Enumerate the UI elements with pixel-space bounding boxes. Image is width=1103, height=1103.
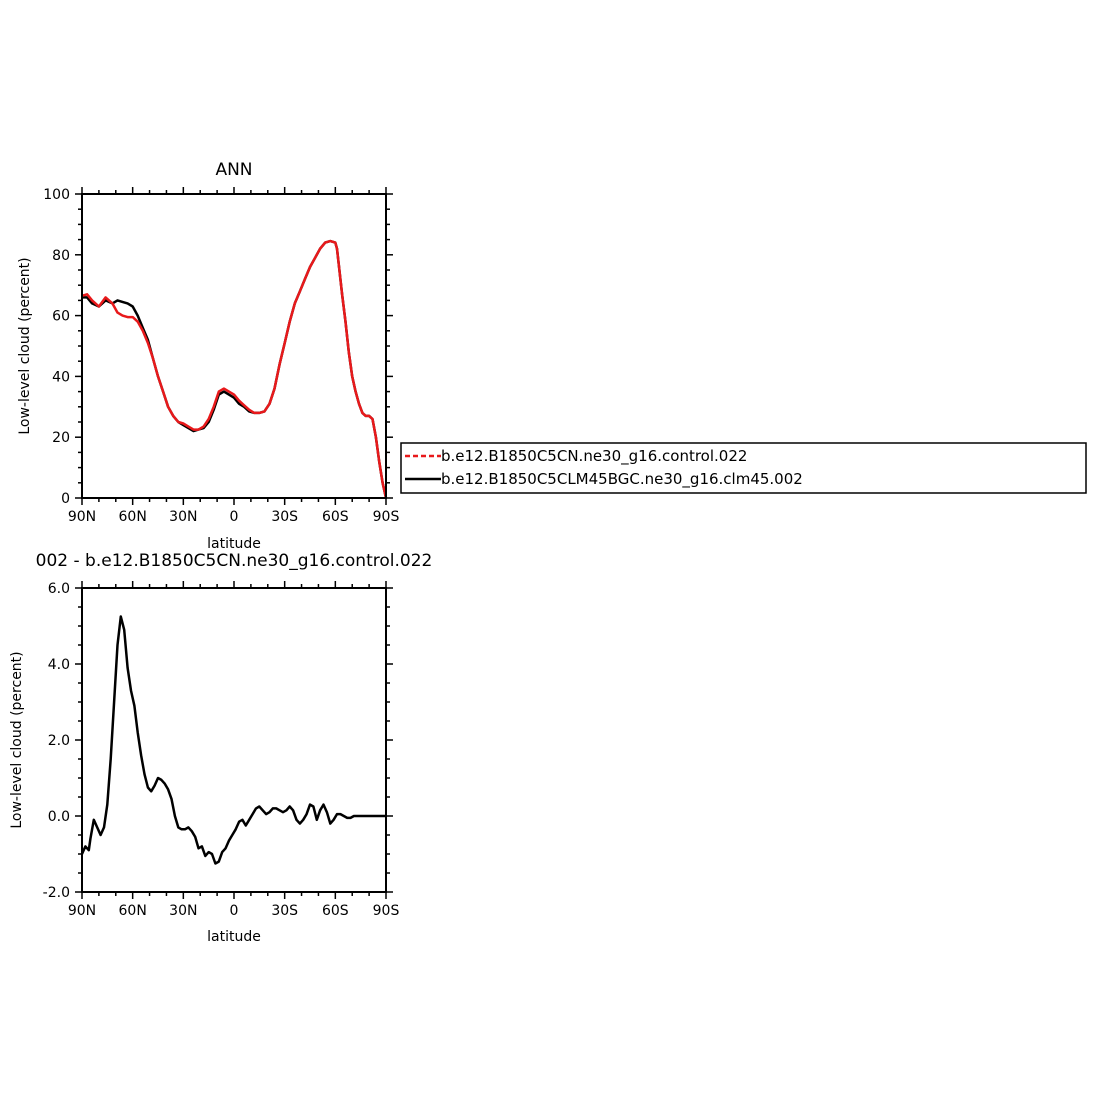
top-panel-x-tick-label: 30N: [169, 509, 197, 525]
top-panel-y-tick-label: 100: [43, 187, 70, 203]
top-panel-y-tick-label: 20: [52, 430, 70, 446]
bottom-panel-x-tick-label: 90N: [68, 903, 96, 919]
bottom-panel-title: 002 - b.e12.B1850C5CN.ne30_g16.control.0…: [36, 551, 433, 571]
legend: b.e12.B1850C5CN.ne30_g16.control.022 b.e…: [400, 442, 1087, 494]
top-panel-x-tick-label: 60N: [119, 509, 147, 525]
top-panel-plot-frame: [81, 193, 387, 499]
top-panel-x-tick-label: 30S: [271, 509, 298, 525]
bottom-panel-x-tick-label: 30N: [169, 903, 197, 919]
bottom-panel-y-tick-label: 2.0: [48, 733, 70, 749]
bottom-panel-x-tick-label: 90S: [373, 903, 400, 919]
legend-entry-clm45: b.e12.B1850C5CLM45BGC.ne30_g16.clm45.002: [441, 470, 803, 489]
bottom-panel-y-axis-label: Low-level cloud (percent): [9, 651, 25, 828]
top-panel-y-tick-label: 80: [52, 248, 70, 264]
bottom-panel-x-tick-label: 30S: [271, 903, 298, 919]
bottom-panel-x-tick-label: 0: [230, 903, 239, 919]
bottom-panel-y-tick-label: 0.0: [48, 809, 70, 825]
top-panel-y-tick-label: 0: [61, 491, 70, 507]
top-panel-y-tick-label: 40: [52, 369, 70, 385]
bottom-panel-x-tick-label: 60N: [119, 903, 147, 919]
top-panel-x-tick-label: 90S: [373, 509, 400, 525]
top-panel-series-layer: [81, 239, 388, 499]
bottom-panel-x-axis-label: latitude: [207, 929, 261, 945]
top-panel-y-axis-label: Low-level cloud (percent): [17, 257, 33, 434]
bottom-panel-series-line-0: [80, 615, 386, 865]
bottom-panel-y-tick-label: -2.0: [43, 885, 70, 901]
top-panel: ANN Low-level cloud (percent) latitude 9…: [17, 160, 399, 552]
bottom-panel-y-tick-label: 6.0: [48, 581, 70, 597]
bottom-panel-y-tick-label: 4.0: [48, 657, 70, 673]
top-panel-x-tick-label: 90N: [68, 509, 96, 525]
legend-box: [400, 442, 1087, 494]
top-panel-axes: 90N 60N 30N 0 30S 60S 90S 0 20 40 60 80 100: [43, 187, 399, 525]
legend-entry-control: b.e12.B1850C5CN.ne30_g16.control.022: [441, 447, 747, 466]
bottom-panel-axes: 90N 60N 30N 0 30S 60S 90S -2.0 0.0 2.0 4.0 6.0: [43, 581, 400, 919]
top-panel-x-tick-label: 60S: [322, 509, 349, 525]
top-panel-title: ANN: [215, 160, 252, 180]
bottom-panel-plot-frame: [81, 587, 387, 893]
top-panel-series-line-1: [81, 239, 388, 499]
top-panel-y-tick-label: 60: [52, 309, 70, 325]
top-panel-x-tick-label: 0: [230, 509, 239, 525]
bottom-panel-series-layer: [80, 615, 386, 865]
bottom-panel-x-tick-label: 60S: [322, 903, 349, 919]
bottom-panel: 002 - b.e12.B1850C5CN.ne30_g16.control.0…: [9, 551, 432, 945]
top-panel-x-axis-label: latitude: [207, 536, 261, 552]
